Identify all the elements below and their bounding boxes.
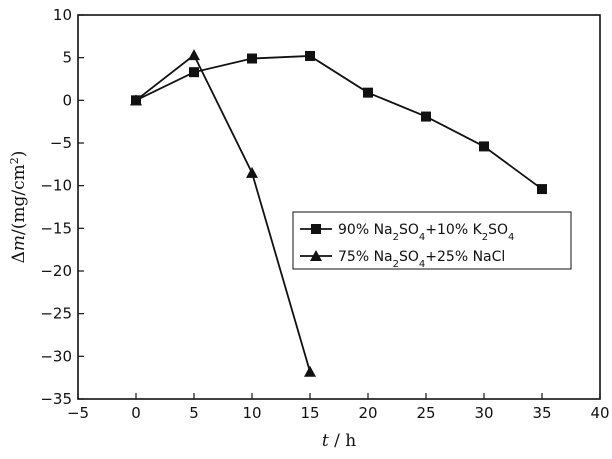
x-tick-label: 0	[131, 404, 141, 422]
x-tick-label: 35	[532, 404, 551, 422]
series-2	[130, 49, 316, 377]
data-point-square	[247, 53, 257, 64]
data-point-square	[421, 111, 431, 122]
y-tick-label: 10	[53, 6, 72, 24]
series-1	[131, 50, 547, 195]
x-tick-label: 10	[242, 404, 261, 422]
series-layer	[130, 49, 547, 377]
data-point-triangle	[130, 94, 142, 106]
x-tick-label: 40	[590, 404, 609, 422]
plot-frame	[77, 14, 601, 400]
y-tick-label: −20	[40, 262, 72, 280]
x-tick-label: 15	[300, 404, 319, 422]
x-axis-label: t / h	[322, 431, 356, 451]
series-2-line	[135, 53, 311, 372]
data-point-square	[363, 87, 373, 98]
legend-label-2: 75% Na2SO4+25% NaCl	[338, 249, 505, 270]
x-tick-labels: −5 0 5 10 15 20 25 30 35 40	[67, 404, 610, 422]
data-point-triangle	[246, 166, 258, 178]
y-tick-labels: 10 5 0 −5 −10 −15 −20 −25 −30 −35	[40, 6, 72, 408]
legend-marker-square	[311, 224, 321, 234]
legend: 90% Na2SO4+10% K2SO4 75% Na2SO4+25% NaCl	[292, 211, 572, 270]
x-tick-label: 25	[416, 404, 435, 422]
ticks	[77, 14, 601, 400]
y-tick-label: 0	[62, 91, 72, 109]
y-tick-label: −10	[40, 177, 72, 195]
data-point-square	[305, 50, 315, 61]
legend-marker-triangle	[310, 250, 322, 261]
data-point-square	[537, 184, 547, 195]
y-tick-label: 5	[62, 49, 72, 67]
y-tick-label: −15	[40, 219, 72, 237]
data-point-square	[189, 67, 199, 78]
y-tick-label: −35	[40, 390, 72, 408]
legend-label-1: 90% Na2SO4+10% K2SO4	[338, 222, 514, 243]
x-tick-label: 5	[189, 404, 199, 422]
legend-box	[292, 211, 572, 270]
series-1-line	[135, 55, 543, 190]
x-tick-label: 20	[358, 404, 377, 422]
y-tick-label: −30	[40, 347, 72, 365]
y-tick-label: −25	[40, 305, 72, 323]
y-axis-label: Δm/(mg/cm2)	[8, 151, 30, 264]
x-tick-label: 30	[474, 404, 493, 422]
data-point-triangle	[188, 49, 200, 61]
y-tick-label: −5	[50, 134, 72, 152]
data-point-triangle	[304, 365, 316, 377]
x-tick-label: −5	[67, 404, 89, 422]
data-point-square	[479, 141, 489, 152]
